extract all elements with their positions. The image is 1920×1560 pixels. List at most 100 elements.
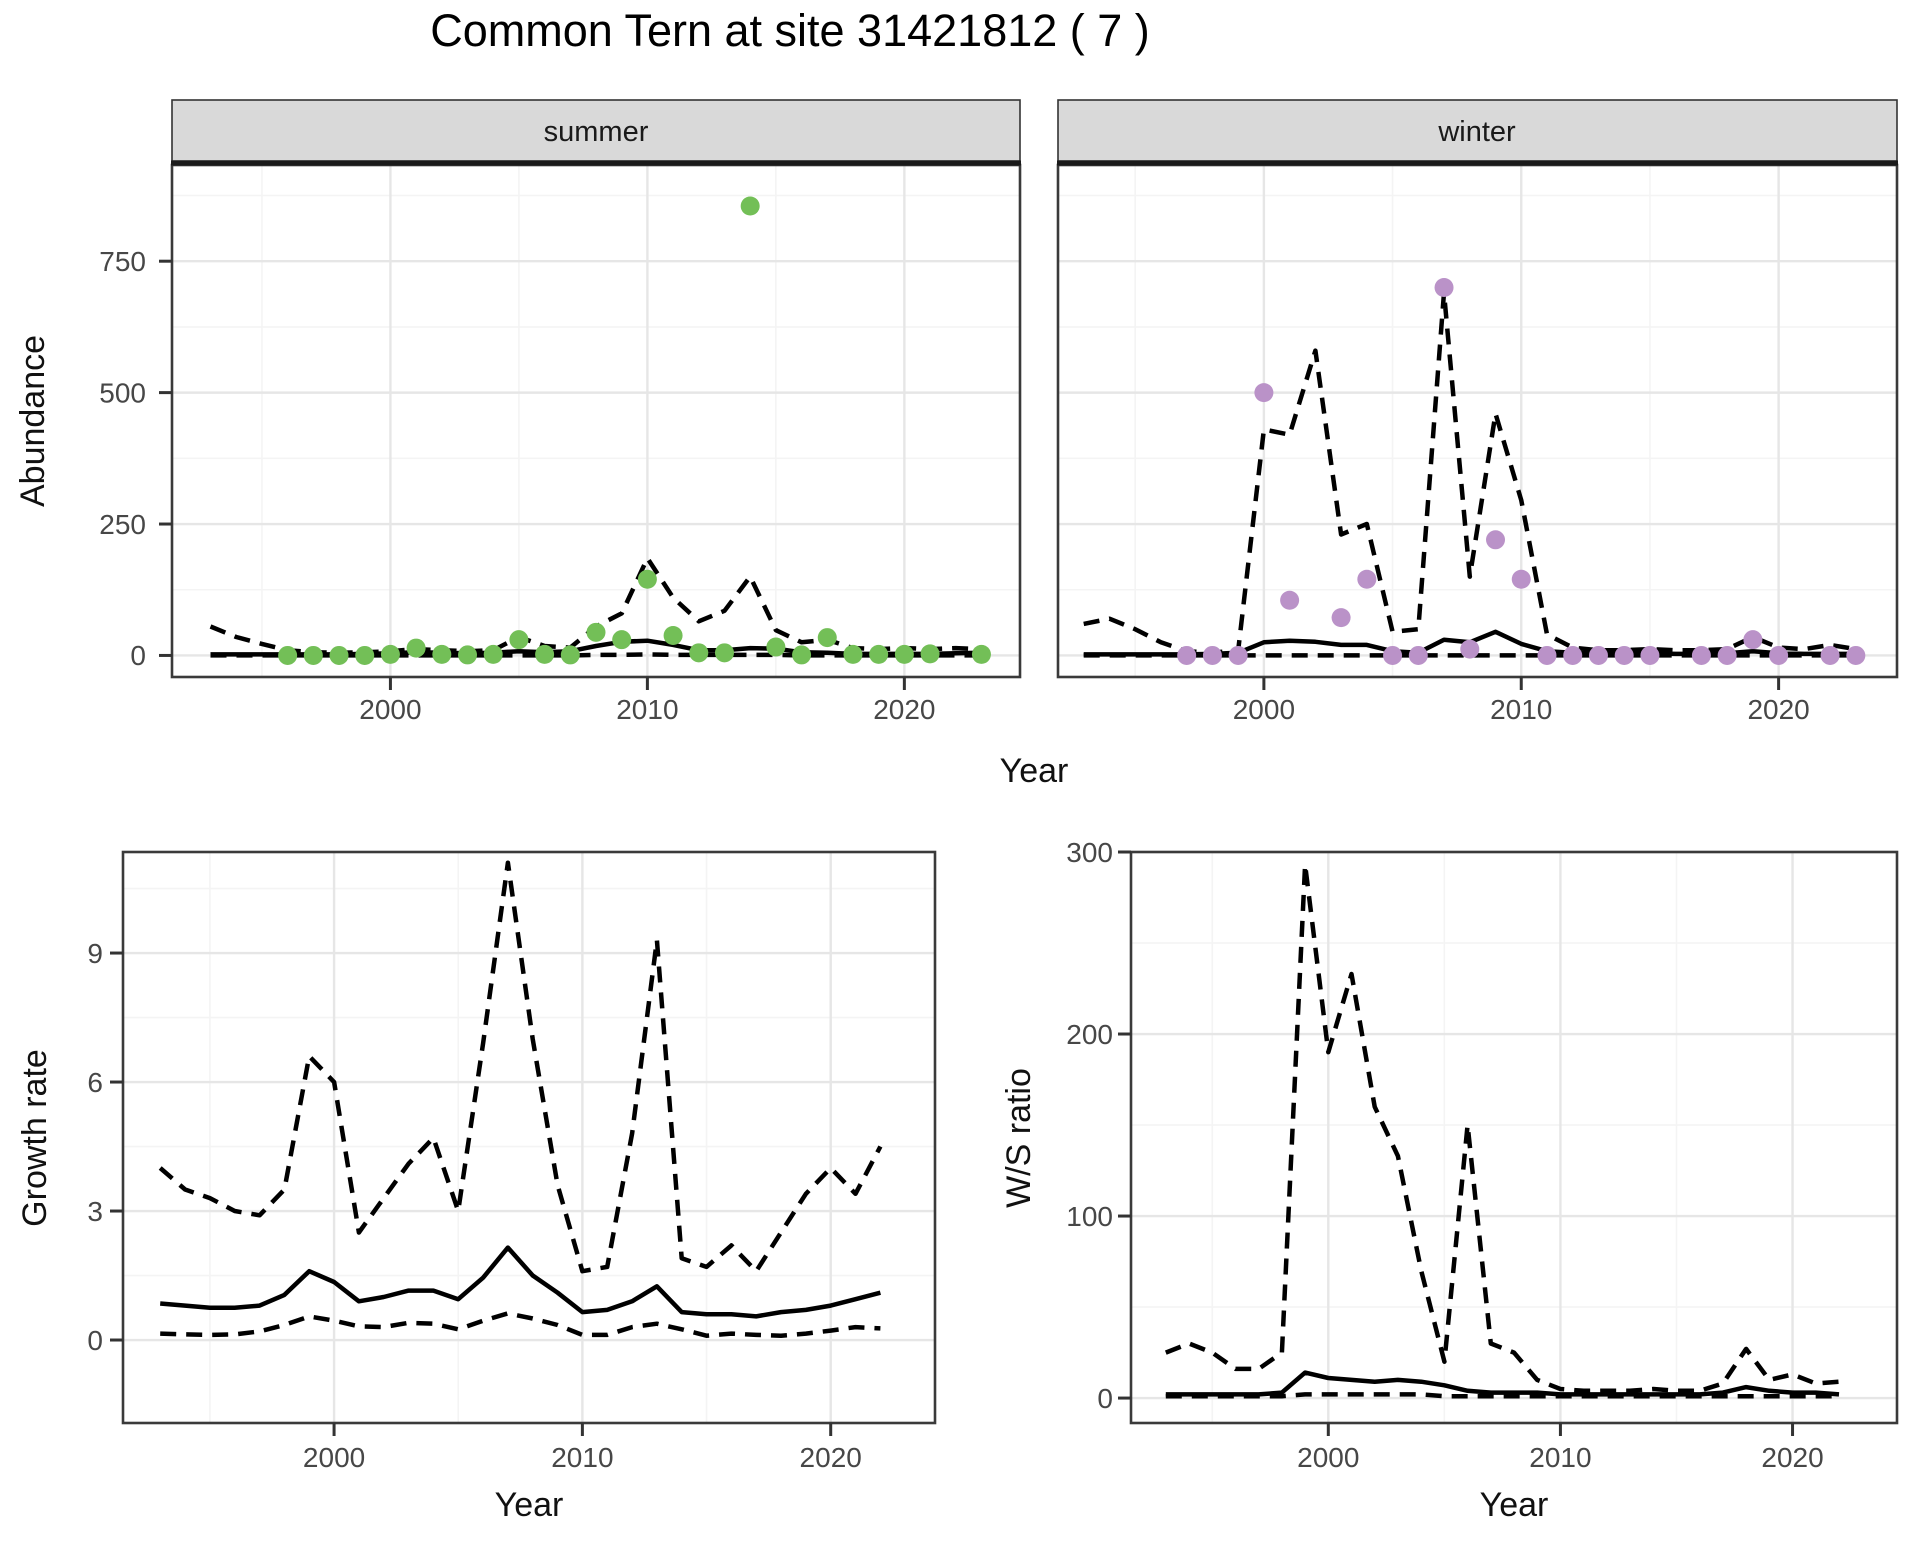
y-tick-label: 0	[87, 1325, 103, 1356]
facet-strip-label-summer: summer	[544, 116, 649, 148]
data-point	[689, 643, 709, 663]
y-tick-label: 300	[1066, 837, 1113, 868]
data-point	[792, 645, 812, 665]
data-point	[1177, 645, 1197, 665]
panel-abundance-winter: 2000 2010 2020	[1056, 99, 1899, 725]
x-tick-label: 2000	[359, 694, 421, 725]
data-point	[1460, 639, 1480, 659]
data-point	[1434, 277, 1454, 297]
data-point	[1588, 645, 1608, 665]
data-point	[817, 628, 837, 648]
data-point	[766, 637, 786, 657]
data-point	[535, 644, 555, 664]
x-tick-label: 2010	[1529, 1442, 1591, 1473]
series-observations	[1177, 277, 1866, 665]
data-point	[971, 644, 991, 664]
data-point	[483, 644, 503, 664]
panel-background	[1058, 165, 1897, 677]
series-upper-ci-line	[1164, 862, 1840, 1394]
x-tick-label: 2000	[303, 1442, 365, 1473]
data-point	[1563, 645, 1583, 665]
panel-border	[121, 850, 937, 1425]
data-point	[843, 644, 863, 664]
data-point	[1383, 645, 1403, 665]
series-lower-ci-line	[1165, 1392, 1839, 1399]
x-tick-label: 2020	[1747, 694, 1809, 725]
data-point	[1820, 645, 1840, 665]
x-axis-title-ws: Year	[1480, 1486, 1549, 1524]
data-point	[1537, 645, 1557, 665]
panel-growth-rate: 2000 2010 2020 0 3 6 9	[87, 850, 937, 1473]
data-point	[1202, 645, 1222, 665]
data-point	[1614, 645, 1634, 665]
data-point	[509, 630, 529, 650]
data-point	[432, 644, 452, 664]
data-point	[1228, 645, 1248, 665]
y-tick-label: 750	[99, 246, 146, 277]
y-tick-label: 200	[1066, 1019, 1113, 1050]
y-axis-title-abundance: Abundance	[14, 335, 52, 507]
facet-strip	[1057, 99, 1898, 162]
x-axis-title-top: Year	[1000, 752, 1069, 790]
series-mean-line	[160, 1245, 881, 1319]
panel-abundance-summer: 2000 2010 2020 0 250 500 750	[99, 99, 1022, 725]
data-point	[458, 645, 478, 665]
data-point	[1691, 645, 1711, 665]
chart-title: Common Tern at site 31421812 ( 7 )	[430, 5, 1150, 56]
data-point	[637, 569, 657, 589]
y-tick-label: 0	[130, 640, 146, 671]
data-point	[586, 622, 606, 642]
data-point	[1486, 530, 1506, 550]
data-point	[1357, 569, 1377, 589]
data-point	[1846, 645, 1866, 665]
data-point	[920, 644, 940, 664]
data-point	[380, 644, 400, 664]
data-point	[1769, 645, 1789, 665]
panel-border	[1129, 850, 1899, 1425]
x-tick-label: 2000	[1297, 1442, 1359, 1473]
series-mean-line	[1165, 1370, 1840, 1397]
data-point	[1254, 383, 1274, 403]
x-tick-label: 2010	[616, 694, 678, 725]
x-tick-label: 2010	[551, 1442, 613, 1473]
facet-strip-label-winter: winter	[1437, 116, 1516, 148]
data-point	[329, 645, 349, 665]
data-point	[869, 644, 889, 664]
data-point	[560, 645, 580, 665]
data-point	[406, 638, 426, 658]
y-tick-label: 0	[1097, 1383, 1113, 1414]
x-tick-label: 2010	[1490, 694, 1552, 725]
series-upper-ci-line	[158, 860, 883, 1274]
x-tick-label: 2000	[1233, 694, 1295, 725]
data-point	[1717, 645, 1737, 665]
x-tick-label: 2020	[873, 694, 935, 725]
data-point	[1640, 645, 1660, 665]
y-tick-label: 9	[87, 938, 103, 969]
facet-strip	[171, 99, 1021, 162]
data-point	[894, 644, 914, 664]
x-axis-title-growth: Year	[495, 1486, 564, 1524]
data-point	[355, 645, 375, 665]
data-point	[1331, 608, 1351, 628]
panel-background	[172, 165, 1020, 677]
panel-background	[1131, 852, 1897, 1423]
data-point	[740, 196, 760, 216]
y-tick-label: 500	[99, 377, 146, 408]
y-axis-title-growth-rate: Growth rate	[16, 1049, 54, 1227]
panel-background	[123, 852, 935, 1423]
y-axis-title-ws-ratio: W/S ratio	[1000, 1068, 1038, 1208]
series-observations	[278, 196, 991, 665]
data-point	[1743, 630, 1763, 650]
data-point	[714, 643, 734, 663]
series-lower-ci-line	[160, 1311, 881, 1338]
data-point	[303, 645, 323, 665]
data-point	[278, 645, 298, 665]
data-point	[1280, 590, 1300, 610]
y-tick-label: 250	[99, 509, 146, 540]
data-point	[663, 625, 683, 645]
y-tick-label: 3	[87, 1196, 103, 1227]
y-tick-label: 100	[1066, 1201, 1113, 1232]
